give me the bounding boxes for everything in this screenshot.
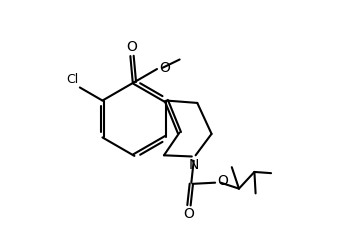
Text: O: O bbox=[218, 174, 228, 188]
Text: N: N bbox=[189, 158, 199, 172]
Text: O: O bbox=[127, 40, 138, 54]
Text: O: O bbox=[159, 61, 170, 75]
Text: Cl: Cl bbox=[66, 73, 79, 86]
Text: O: O bbox=[183, 207, 194, 221]
